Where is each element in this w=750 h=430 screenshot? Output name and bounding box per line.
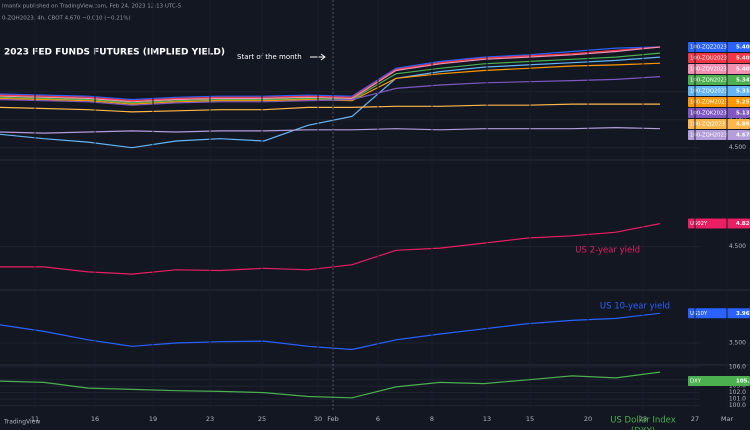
price-label-value: 5.310 <box>736 88 750 94</box>
price-label-value: 5.345 <box>736 77 750 83</box>
x-tick-label: 13 <box>483 415 491 423</box>
x-tick-label: 20 <box>584 415 592 423</box>
price-label-value: 3.96 <box>736 311 750 317</box>
price-label-box <box>688 129 750 140</box>
price-label-name: US02Y <box>690 221 708 227</box>
price-label-box <box>688 376 750 386</box>
y-tick-label: 3.500 <box>729 340 746 347</box>
x-tick-label: 19 <box>149 415 157 423</box>
price-label-box <box>688 308 750 319</box>
y-tick-label: 103.0 <box>729 383 746 390</box>
price-label-name: 100-ZQJ2023 <box>690 121 725 127</box>
series-line <box>0 126 661 134</box>
price-label-box <box>688 52 750 63</box>
series-line <box>0 76 661 106</box>
price-label-value: 5.400 <box>736 44 750 50</box>
series-line <box>0 56 661 149</box>
x-tick-label: 23 <box>206 415 214 423</box>
series-line <box>0 312 661 351</box>
y-tick-label: 101.0 <box>729 396 746 403</box>
price-label-box <box>688 218 750 229</box>
pane-title: US 10-year yield <box>600 302 670 312</box>
price-label-name: DXY <box>690 379 702 385</box>
series-line <box>0 223 661 275</box>
y-tick-label: 100.0 <box>729 402 746 409</box>
series-line <box>0 46 661 102</box>
publisher: lmanfx published on TradingView.com, Feb… <box>2 4 182 10</box>
price-label-box <box>688 107 750 118</box>
pane-title: US Dollar Index <box>610 416 676 426</box>
price-label-box <box>688 41 750 52</box>
y-tick-label: 4.500 <box>729 144 746 151</box>
series-line <box>0 46 661 103</box>
price-label-name: 100-ZQZ2023 <box>690 44 727 50</box>
series-line <box>0 46 661 101</box>
series-line <box>0 371 661 399</box>
x-tick-label: Feb <box>327 415 339 423</box>
x-tick-label: 25 <box>258 415 266 423</box>
x-tick-label: Mar <box>721 415 734 423</box>
price-label-box <box>688 63 750 74</box>
price-label-name: US10Y <box>690 311 708 317</box>
x-tick-label: 6 <box>376 415 380 423</box>
symbol-info: 0-ZQH2023, 4h, CBOT 4.670 −0.010 (−0.21%… <box>2 16 131 22</box>
price-label-name: 100-ZQU2023 <box>690 55 727 61</box>
price-label-value: 5.135 <box>736 110 750 116</box>
series-line <box>0 52 661 104</box>
price-label-value: 5.400 <box>736 55 750 61</box>
price-label-name: 100-ZQV2023 <box>690 66 727 72</box>
price-label-value: 105.2 <box>736 379 750 385</box>
x-tick-label: 11 <box>31 415 39 423</box>
pane-subtitle: (DXY) <box>631 427 655 430</box>
price-label-value: 4.670 <box>736 132 750 138</box>
price-label-value: 4.822 <box>736 221 750 227</box>
x-tick-label: 27 <box>691 415 699 423</box>
annotation: Start of the month <box>237 53 302 61</box>
price-label-value: 5.400 <box>736 66 750 72</box>
price-label-value: 4.890 <box>736 121 750 127</box>
price-label-box <box>688 96 750 107</box>
x-tick-label: 23 <box>639 415 647 423</box>
price-label-box <box>688 74 750 85</box>
series-line <box>0 103 660 113</box>
price-label-box <box>688 118 750 129</box>
price-label-name: 100-ZQK2023 <box>690 110 727 116</box>
price-label-name: 100-ZQM2023 <box>690 99 728 105</box>
price-label-name: 100-ZQH2023 <box>690 132 727 138</box>
x-tick-label: 30 <box>314 415 322 423</box>
x-tick-label: 16 <box>91 415 99 423</box>
price-label-box <box>688 85 750 96</box>
y-tick-label: 102.0 <box>729 389 746 396</box>
price-label-name: 100-ZQQ2023 <box>690 88 727 94</box>
y-tick-label: 106.0 <box>729 363 746 370</box>
x-tick-label: 15 <box>526 415 534 423</box>
x-tick-label: 8 <box>430 415 434 423</box>
pane-title: 2023 FED FUNDS FUTURES (IMPLIED YIELD) <box>4 48 225 58</box>
pane-title: US 2-year yield <box>575 246 640 256</box>
y-tick-label: 4.500 <box>729 243 746 250</box>
price-label-name: 100-ZQN2023 <box>690 77 727 83</box>
logo: TradingView <box>3 419 40 426</box>
price-label-value: 5.255 <box>736 99 750 105</box>
